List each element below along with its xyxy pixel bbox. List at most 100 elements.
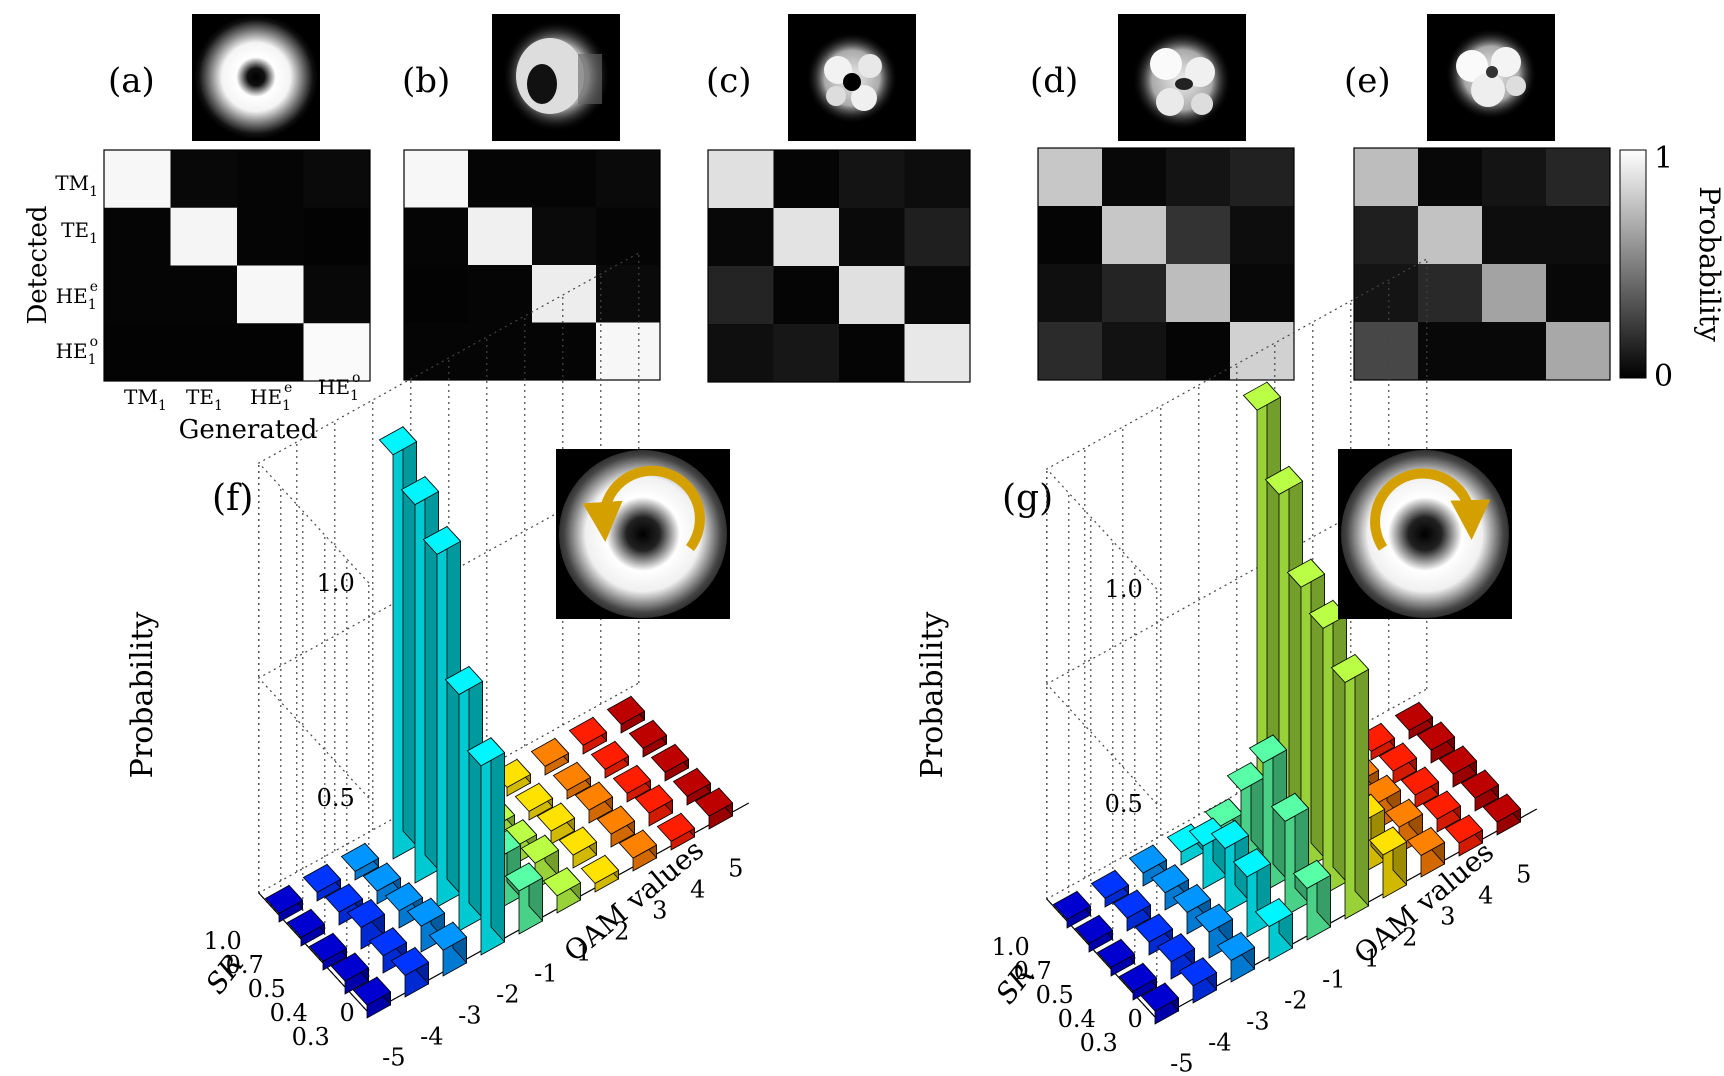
heatmap-cell-r1-c0 (1354, 206, 1419, 265)
z-gridline (257, 467, 640, 799)
bar-sr0.4-oam4 (634, 784, 674, 827)
sr-tick-label: 0.7 (1014, 957, 1052, 985)
heatmap-cell-r3-c3 (303, 323, 371, 382)
bar-sr0.5-oam5 (1438, 745, 1478, 788)
bar-sr0.7-oam-4 (1112, 889, 1152, 932)
heatmap-cell-r0-c3 (1230, 148, 1295, 207)
sr-tick-label: 0.5 (248, 975, 286, 1003)
heatmap-cell-r2-c3 (1230, 264, 1295, 323)
oam-tick-label: -3 (458, 1002, 481, 1030)
bar-top-face (286, 908, 326, 938)
bar-sr0.4-oam4 (1422, 790, 1462, 833)
heatmap-cell-r2-c2 (839, 266, 905, 325)
heatmap-cell-r0-c1 (170, 150, 238, 209)
oam-tick-label: 5 (1516, 861, 1531, 889)
bar-top-face (542, 867, 582, 897)
bar-sr0.7-oam-3 (1150, 863, 1190, 911)
heatmap-cell-r1-c3 (303, 207, 371, 266)
bar-top-face (1210, 819, 1250, 850)
heatmap-cell-r0-c2 (1166, 148, 1231, 207)
heatmap-cell-r2-c0 (1038, 264, 1103, 323)
bar-top-face (568, 716, 608, 746)
bar-sr0.5-oam-4 (346, 898, 386, 950)
bar-top-face (466, 737, 506, 767)
heatmap-cell-r1-c0 (708, 208, 774, 267)
colorbar-max-label: 1 (1654, 141, 1673, 176)
heatmap-cell-r2-c1 (170, 265, 238, 324)
bar-top-face (1254, 898, 1294, 928)
bar-sr0.5-oam-5 (308, 932, 348, 971)
bar-sr0.4-oam-4 (368, 926, 408, 974)
heatmap-cell-r3-c0 (1354, 322, 1419, 381)
heatmap-c (707, 149, 971, 383)
bar-top-face (1134, 913, 1174, 943)
bar-sr0.3-oam-2 (466, 736, 506, 956)
heatmap-cell-r1-c1 (1102, 206, 1167, 265)
heatmap-cell-r1-c3 (1230, 206, 1295, 265)
bar-sr1-oam-3 (340, 842, 380, 881)
bar-sr0.7-oam-3 (362, 862, 402, 905)
heatmap-cell-r1-c1 (773, 208, 840, 267)
bar-top-face (362, 862, 402, 892)
sr-tick-label: 0.4 (270, 999, 308, 1027)
panel-label-e: (e) (1344, 61, 1391, 101)
bar-top-face (1422, 790, 1462, 820)
bar-sr0.4-oam-3 (1194, 903, 1234, 959)
bar-top-face (656, 812, 696, 842)
heatmap-cell-r1-c2 (532, 207, 597, 266)
bar-top-face (504, 862, 544, 892)
sr-ticks-f: 0.30.40.50.71.0 (204, 927, 330, 1051)
heatmap-a (103, 149, 371, 382)
bar-sr0.7-oam5 (628, 719, 668, 758)
bar-sr0.4-oam-5 (330, 952, 370, 995)
z-gridline (257, 252, 640, 584)
bar-sr0.4-oam-5 (1118, 962, 1158, 1001)
heatmap-cell-r0-c2 (532, 150, 597, 208)
bar-top-face (264, 884, 304, 914)
bar-sr0.3-oam1 (1330, 653, 1370, 920)
bar-top-face (1394, 701, 1434, 731)
heatmap-cell-r0-c1 (773, 150, 840, 209)
bar-sr1-oam4 (568, 716, 608, 755)
bar-side-face (1288, 465, 1303, 835)
sr-tick-label: 0.4 (1058, 1005, 1096, 1033)
bar-top-face (1438, 745, 1478, 775)
z-axis-label-f: Probability (125, 612, 160, 779)
sr-axis-line (1046, 898, 1158, 1020)
heatmap-cell-r2-c2 (1166, 264, 1231, 323)
bar-top-face (520, 834, 560, 864)
heatmap-cell-r0-c2 (237, 150, 304, 209)
oam-tick-label: 4 (690, 876, 705, 904)
bar-side-face (1354, 653, 1369, 907)
heatmap-cell-r0-c0 (708, 150, 774, 209)
heatmap-cell-r1-c1 (468, 207, 533, 266)
bar-top-face (596, 805, 636, 835)
bar-sr0.3-oam-3 (428, 921, 468, 977)
bar-top-face (1096, 938, 1136, 968)
oam-tick-label: 3 (652, 897, 667, 925)
bar-top-face (558, 826, 598, 856)
panel-label-c: (c) (706, 61, 752, 101)
bar-top-face (352, 976, 392, 1006)
panel-e: (e) (1344, 14, 1611, 381)
bar-top-face (1248, 734, 1288, 764)
oam-tick-label: -1 (1322, 966, 1345, 994)
bar-side-face (468, 665, 484, 919)
heatmap-cell-r2-c1 (773, 266, 840, 325)
heatmap-cell-r3-c3 (1230, 322, 1295, 381)
bar-sr0.5-oam-2 (422, 525, 462, 908)
panel-a: (a) TM1 TE1 HE1e HE1o TM1 TE1 HE1e HE1o … (23, 14, 371, 445)
heatmap-e (1353, 147, 1611, 381)
bar-top-face (1242, 381, 1282, 411)
heatmap-cell-r3-c1 (468, 322, 533, 381)
sr-tick-label: 0.7 (226, 951, 264, 979)
heatmap-cell-r0-c3 (904, 150, 971, 209)
bar-sr0.5-oam-4 (1134, 913, 1174, 956)
bar-side-face (1310, 558, 1325, 859)
bar-top-face (1232, 848, 1272, 878)
bar-sr0.3-oam4 (1444, 814, 1484, 857)
heatmap-cell-r3-c2 (532, 322, 597, 381)
bar-sr0.5-oam-1 (1248, 733, 1288, 893)
oam-tick-label: 1 (576, 939, 591, 967)
